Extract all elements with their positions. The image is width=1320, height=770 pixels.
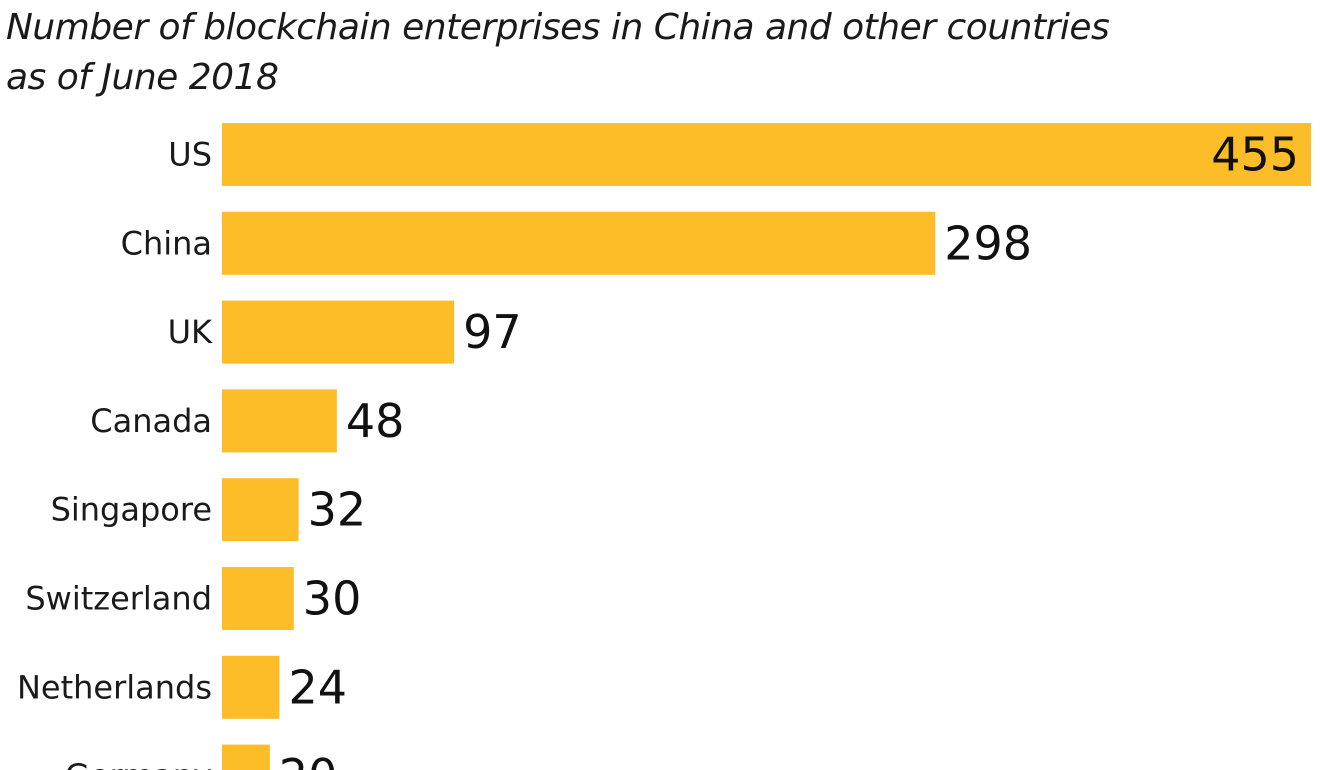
bar-china	[222, 211, 936, 275]
value-label-uk: 97	[463, 305, 522, 359]
category-label-canada: Canada	[90, 402, 212, 440]
category-label-uk: UK	[168, 313, 213, 351]
bar-singapore	[222, 478, 299, 542]
chart-title-line-2: as of June 2018	[6, 57, 279, 98]
category-label-netherlands: Netherlands	[17, 668, 212, 706]
category-label-china: China	[121, 224, 212, 262]
category-label-singapore: Singapore	[51, 491, 212, 529]
category-label-switzerland: Switzerland	[25, 580, 212, 618]
bar-canada	[222, 389, 337, 453]
value-label-us: 455	[1211, 128, 1299, 182]
value-label-netherlands: 24	[288, 660, 347, 714]
bar-switzerland	[222, 567, 294, 630]
bar-us	[222, 123, 1311, 186]
chart-title-line-1: Number of blockchain enterprises in Chin…	[6, 7, 1110, 48]
bar-germany	[222, 744, 270, 770]
bar-netherlands	[222, 655, 280, 719]
value-label-canada: 48	[346, 394, 405, 448]
bar-uk	[222, 300, 455, 364]
category-label-germany: Germany	[65, 757, 212, 770]
value-label-singapore: 32	[308, 483, 367, 537]
category-label-us: US	[168, 136, 212, 174]
value-label-china: 298	[944, 216, 1032, 270]
value-label-germany: 20	[279, 749, 338, 770]
value-label-switzerland: 30	[303, 572, 362, 626]
